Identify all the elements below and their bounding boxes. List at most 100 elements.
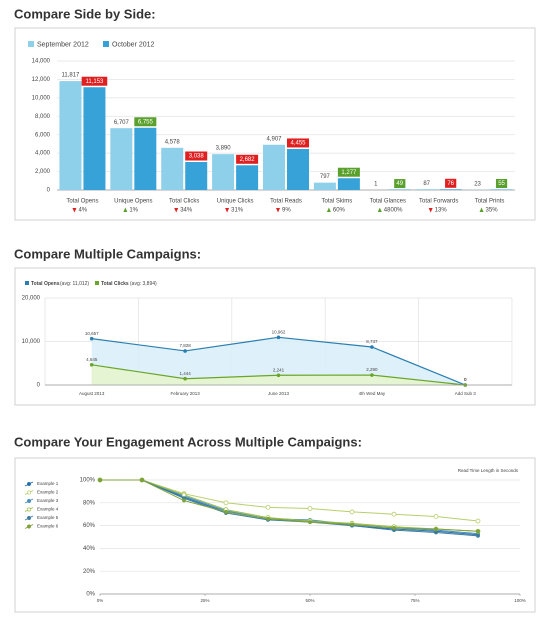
- point: [183, 499, 186, 502]
- section-title: Compare Your Engagement Across Multiple …: [14, 434, 362, 449]
- legend-marker: [27, 491, 30, 494]
- x-tick-label: 100%: [514, 598, 526, 603]
- x-tick-label: Total Reads: [270, 199, 302, 205]
- point: [267, 517, 270, 520]
- value-label: 49: [396, 181, 403, 187]
- value-label: 6,707: [114, 120, 130, 126]
- legend-label: Total Clicks: [101, 281, 129, 287]
- point: [370, 373, 374, 377]
- point: [99, 479, 102, 482]
- value-label: 76: [447, 181, 454, 187]
- value-label: 4,455: [290, 141, 306, 147]
- value-label: 2,290: [366, 367, 378, 372]
- point: [183, 349, 187, 353]
- legend-marker: [27, 499, 30, 502]
- legend-swatch: [25, 281, 29, 285]
- point: [370, 345, 374, 349]
- change-label: 9%: [282, 208, 291, 214]
- point: [351, 523, 354, 526]
- value-label: 2,682: [240, 157, 256, 163]
- legend-label: October 2012: [112, 41, 155, 48]
- legend-note: (avg: 3,894): [130, 281, 157, 287]
- x-tick-label: Total Clicks: [169, 199, 199, 205]
- x-tick-label: 4th Wed May: [359, 391, 386, 396]
- change-label: 35%: [486, 208, 499, 214]
- legend-marker: [27, 508, 30, 511]
- value-label: 1,444: [179, 371, 191, 376]
- y-tick-label: 0%: [86, 592, 95, 598]
- x-tick-label: Unique Clicks: [217, 199, 254, 205]
- point: [392, 512, 396, 516]
- point: [308, 507, 312, 511]
- point: [182, 493, 186, 497]
- change-label: 31%: [231, 208, 244, 214]
- legend-marker: [27, 482, 30, 485]
- point: [183, 377, 187, 381]
- y-tick-label: 80%: [83, 500, 96, 506]
- legend-note: (avg: 11,012): [60, 281, 89, 287]
- y-tick-label: 20%: [83, 569, 96, 575]
- bar: [416, 189, 438, 190]
- legend-label: Example 1: [37, 481, 59, 486]
- x-tick-label: Add Sub 3: [455, 391, 477, 396]
- x-tick-label: Total Forwards: [419, 199, 458, 205]
- y-tick-label: 2,000: [35, 169, 51, 175]
- value-label: 23: [474, 181, 481, 187]
- legend-marker: [27, 516, 30, 519]
- value-label: 797: [320, 174, 331, 180]
- y-tick-label: 40%: [83, 546, 96, 552]
- point: [309, 521, 312, 524]
- value-label: 4,645: [86, 357, 98, 362]
- value-label: 87: [423, 181, 430, 187]
- value-label: 10,657: [85, 331, 99, 336]
- legend-label: September 2012: [37, 41, 89, 48]
- value-label: 11,817: [61, 73, 80, 79]
- legend-label: Example 2: [37, 490, 59, 495]
- value-label: 4,578: [165, 139, 181, 145]
- point: [141, 479, 144, 482]
- x-tick-label: Total Skims: [322, 199, 353, 205]
- y-tick-label: 20,000: [22, 296, 41, 302]
- legend-label: Example 4: [37, 507, 59, 512]
- y-tick-label: 4,000: [35, 151, 51, 157]
- annotation: Read Time Length in Seconds: [458, 468, 519, 473]
- change-label: 4%: [78, 208, 87, 214]
- legend-swatch: [103, 41, 109, 47]
- y-tick-label: 60%: [83, 523, 96, 529]
- change-label: 13%: [435, 208, 448, 214]
- bar: [287, 149, 309, 190]
- bar: [59, 81, 81, 190]
- section-title: Compare Multiple Campaigns:: [14, 246, 201, 261]
- bar: [161, 148, 183, 190]
- bar: [185, 162, 207, 190]
- bar: [134, 128, 156, 190]
- section-title: Compare Side by Side:: [14, 6, 156, 21]
- point: [435, 531, 438, 534]
- value-label: 3,038: [189, 154, 205, 160]
- legend-swatch: [95, 281, 99, 285]
- change-label: 34%: [180, 208, 193, 214]
- change-label: 4800%: [384, 208, 403, 214]
- point: [434, 514, 438, 518]
- value-label: 2,241: [273, 367, 285, 372]
- bar: [263, 145, 285, 190]
- y-tick-label: 100%: [80, 478, 96, 484]
- point: [224, 501, 228, 505]
- value-label: 10,962: [272, 330, 286, 335]
- legend-label: Total Opens: [31, 281, 60, 287]
- value-label: 4,907: [266, 136, 282, 142]
- point: [476, 519, 480, 523]
- bar: [83, 87, 105, 190]
- point: [90, 363, 94, 367]
- x-tick-label: Total Opens: [66, 199, 98, 205]
- value-label: 8,737: [366, 339, 378, 344]
- y-tick-label: 6,000: [35, 132, 51, 138]
- y-tick-label: 10,000: [22, 339, 41, 345]
- bar: [314, 183, 336, 190]
- point: [277, 336, 281, 340]
- change-label: 60%: [333, 208, 346, 214]
- value-label: 55: [498, 181, 505, 187]
- point: [393, 526, 396, 529]
- point: [477, 534, 480, 537]
- point: [350, 510, 354, 514]
